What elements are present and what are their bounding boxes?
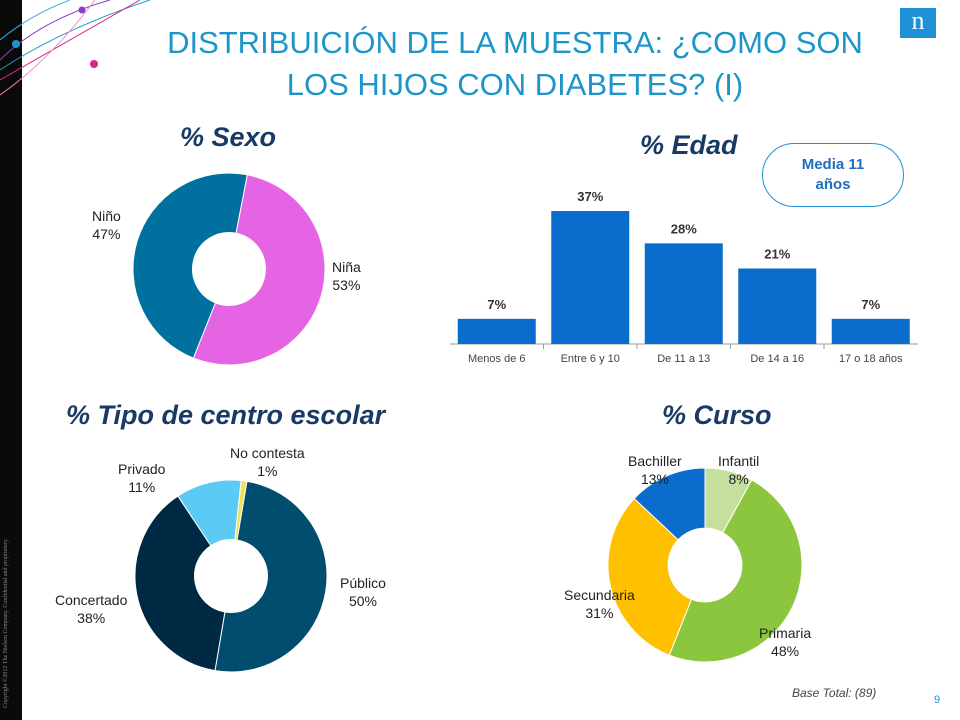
page-number: 9 xyxy=(934,694,941,706)
title-line-1: DISTRIBUICIÓN DE LA MUESTRA: ¿COMO SON xyxy=(167,25,863,60)
edad-bar-5 xyxy=(831,318,910,344)
edad-tick-label-5: 17 o 18 años xyxy=(839,353,903,365)
privado-label: Privado 11% xyxy=(118,461,166,495)
primaria-label: Primaria 48% xyxy=(759,625,812,659)
edad-data-label-1: 7% xyxy=(487,297,506,312)
edad-tick-label-4: De 14 a 16 xyxy=(750,353,804,365)
curso-title: % Curso xyxy=(662,400,772,430)
sexo-slice-niña xyxy=(192,174,326,366)
centro-slice-público xyxy=(214,480,328,673)
centro-donut-chart xyxy=(134,479,328,673)
bachiller-label: Bachiller 13% xyxy=(628,453,682,487)
edad-data-label-2: 37% xyxy=(577,189,603,204)
curso-slice-primaria xyxy=(668,479,803,663)
sexo-donut-chart xyxy=(132,172,326,366)
infantil-label: Infantil 8% xyxy=(718,453,760,487)
secundaria-label: Secundaria 31% xyxy=(564,587,635,621)
mean-age-badge: Media 11 años xyxy=(762,143,904,207)
edad-data-label-4: 21% xyxy=(764,247,790,262)
edad-bar-chart: 7% Menos de 6 37% Entre 6 y 10 28% De 11 a 13… xyxy=(450,189,918,365)
niña-label: Niña 53% xyxy=(332,259,361,293)
edad-tick-label-2: Entre 6 y 10 xyxy=(561,353,620,365)
edad-bar-2 xyxy=(551,211,630,344)
nielsen-logo: n xyxy=(900,8,936,38)
edad-data-label-3: 28% xyxy=(671,221,697,236)
niño-label: Niño 47% xyxy=(92,208,121,242)
sexo-slice-niño xyxy=(132,172,248,359)
page-title: DISTRIBUICIÓN DE LA MUESTRA: ¿COMO SON L… xyxy=(150,22,880,106)
edad-bar-1 xyxy=(457,318,536,344)
edad-bar-4 xyxy=(738,268,817,344)
concertado-label: Concertado 38% xyxy=(55,592,128,626)
curso-donut-chart xyxy=(607,467,803,663)
left-strip xyxy=(0,0,22,720)
title-line-2: LOS HIJOS CON DIABETES? (I) xyxy=(286,67,744,102)
copyright-note: Copyright ©2012 The Nielsen Company. Con… xyxy=(3,538,9,708)
edad-data-label-5: 7% xyxy=(861,297,880,312)
decorative-lines xyxy=(0,0,150,96)
base-note: Base Total: (89) xyxy=(792,686,877,700)
edad-tick-label-1: Menos de 6 xyxy=(468,353,525,365)
edad-tick-label-3: De 11 a 13 xyxy=(657,353,710,365)
no-contesta-label: No contesta 1% xyxy=(230,445,305,479)
edad-bar-3 xyxy=(644,243,723,344)
centro-slice-privado xyxy=(177,479,242,547)
edad-title: % Edad xyxy=(640,130,738,160)
publico-label: Público 50% xyxy=(340,575,386,609)
centro-title: % Tipo de centro escolar xyxy=(66,400,386,430)
sexo-title: % Sexo xyxy=(180,122,277,152)
centro-slice-concertado xyxy=(134,495,226,672)
curso-slice-bachiller xyxy=(633,467,706,541)
curso-slice-secundaria xyxy=(607,497,693,656)
